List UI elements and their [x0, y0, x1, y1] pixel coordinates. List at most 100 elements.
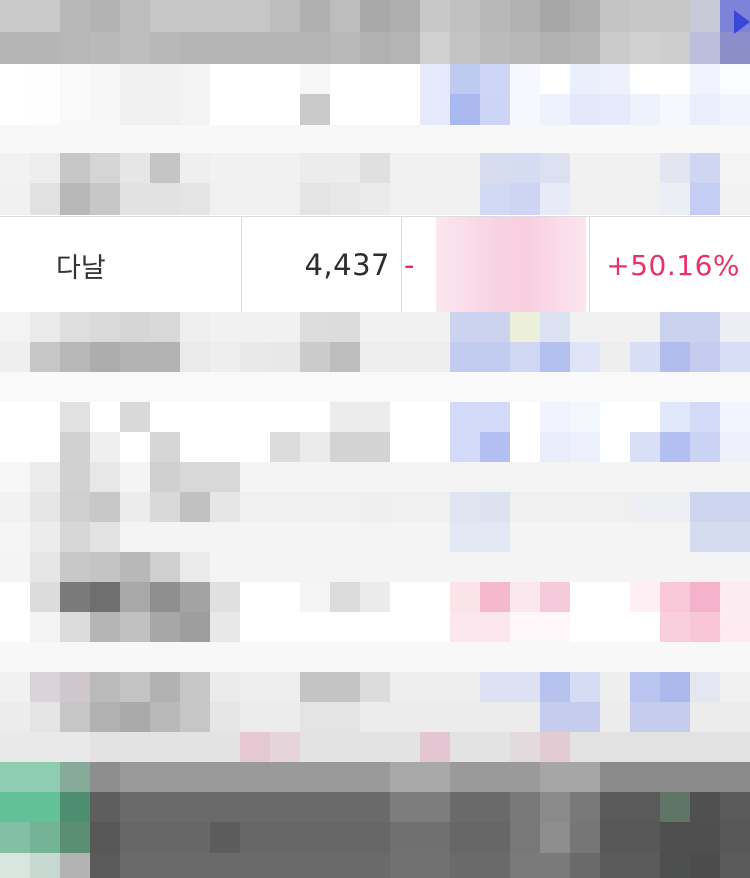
pixel-block	[570, 0, 600, 32]
pixel-block	[360, 32, 390, 64]
pixel-block	[480, 32, 510, 64]
pixel-block	[570, 462, 600, 492]
pixel-block	[300, 153, 330, 183]
pixel-block	[630, 853, 660, 878]
pixel-block	[300, 492, 330, 522]
pixel-block	[120, 822, 150, 853]
pixel-block	[240, 32, 270, 64]
pixel-block	[690, 125, 720, 153]
pixel-block	[90, 153, 120, 183]
pixel-block	[450, 0, 480, 32]
pixel-block	[390, 672, 420, 702]
pixel-block	[360, 702, 390, 732]
pixel-block	[0, 822, 30, 853]
pixel-block	[30, 732, 60, 762]
pixel-block	[630, 462, 660, 492]
pixel-block	[690, 522, 720, 552]
pixel-block	[660, 853, 690, 878]
pixel-block	[60, 183, 90, 215]
pixel-block	[150, 642, 180, 672]
pixel-block	[300, 522, 330, 552]
pixel-block	[270, 552, 300, 582]
pixel-block	[630, 492, 660, 522]
pixel-block	[180, 853, 210, 878]
pixel-block	[150, 153, 180, 183]
pixel-block	[630, 522, 660, 552]
pixel-block	[660, 792, 690, 822]
pixel-block	[720, 64, 750, 94]
pixel-block	[270, 732, 300, 762]
pixel-block	[210, 342, 240, 372]
pixel-block	[570, 822, 600, 853]
pixel-block	[60, 642, 90, 672]
pixel-block	[270, 32, 300, 64]
pixel-block	[570, 792, 600, 822]
pixel-block	[480, 582, 510, 612]
pixel-block	[270, 672, 300, 702]
pixel-block	[120, 853, 150, 878]
bottom-navigation	[0, 762, 750, 878]
pixel-block	[450, 64, 480, 94]
pixel-block	[450, 612, 480, 642]
pixel-block	[720, 612, 750, 642]
pixel-block	[60, 702, 90, 732]
pixel-block	[600, 342, 630, 372]
pixel-block	[690, 312, 720, 342]
pixel-block	[360, 762, 390, 792]
pixel-block	[540, 522, 570, 552]
stock-row-danal[interactable]: 다날 4,437 - +50.16%	[0, 216, 750, 313]
pixel-block	[360, 732, 390, 762]
pixel-block	[150, 94, 180, 125]
pixel-block	[450, 462, 480, 492]
pixel-block	[150, 32, 180, 64]
pixel-block	[510, 153, 540, 183]
pixel-block	[180, 402, 210, 432]
pixel-block	[600, 853, 630, 878]
pixel-block	[30, 125, 60, 153]
pixel-block	[540, 792, 570, 822]
pixel-block	[720, 822, 750, 853]
pixel-block	[180, 732, 210, 762]
pixel-block	[150, 522, 180, 552]
column-divider	[589, 217, 590, 313]
pixel-block	[120, 462, 150, 492]
pixel-block	[150, 183, 180, 215]
pixel-block	[420, 372, 450, 402]
pixel-block	[270, 342, 300, 372]
pixel-block	[540, 402, 570, 432]
next-arrow-icon[interactable]	[734, 10, 750, 34]
pixel-block	[600, 642, 630, 672]
pixel-block	[60, 372, 90, 402]
pixel-block	[300, 342, 330, 372]
pixel-block	[420, 732, 450, 762]
pixel-block	[720, 522, 750, 552]
pixel-block	[240, 732, 270, 762]
pixel-block	[450, 522, 480, 552]
pixel-block	[480, 462, 510, 492]
pixel-block	[570, 32, 600, 64]
pixel-block	[120, 125, 150, 153]
pixel-block	[120, 32, 150, 64]
pixel-block	[420, 125, 450, 153]
pixel-block	[150, 312, 180, 342]
pixel-block	[600, 312, 630, 342]
pixel-block	[270, 125, 300, 153]
pixel-block	[660, 462, 690, 492]
pixel-block	[690, 762, 720, 792]
pixel-block	[270, 0, 300, 32]
pixel-block	[390, 312, 420, 342]
pixel-block	[300, 64, 330, 94]
pixel-block	[0, 702, 30, 732]
pixel-block	[240, 492, 270, 522]
pixel-block	[660, 492, 690, 522]
pixel-block	[510, 94, 540, 125]
pixel-block	[240, 183, 270, 215]
pixel-block	[390, 0, 420, 32]
pixel-block	[630, 672, 660, 702]
pixel-block	[0, 183, 30, 215]
pixel-block	[690, 64, 720, 94]
pixel-block	[480, 792, 510, 822]
pixel-block	[0, 492, 30, 522]
pixel-block	[330, 32, 360, 64]
pixel-block	[210, 94, 240, 125]
